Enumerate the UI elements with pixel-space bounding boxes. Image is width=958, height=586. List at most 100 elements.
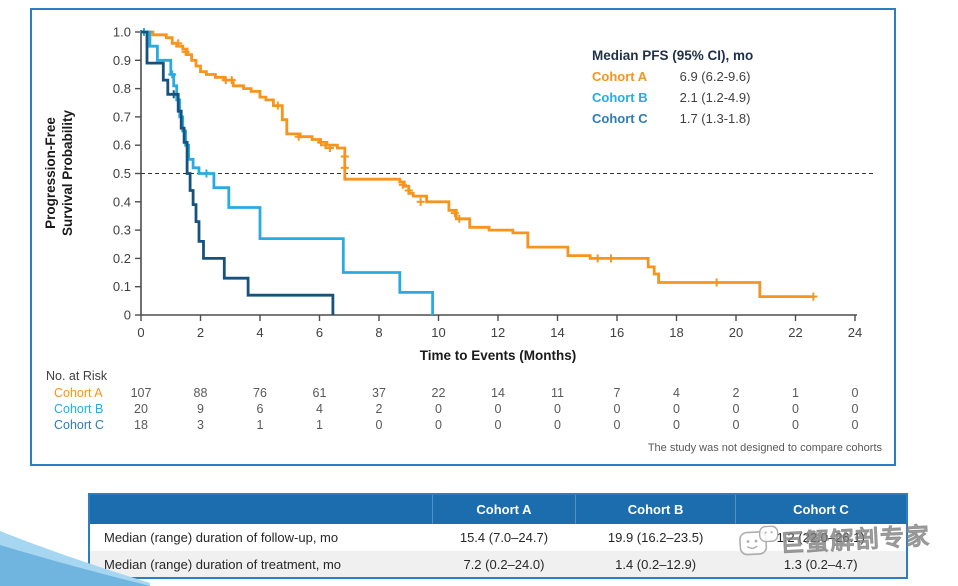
risk-value: 0 [792, 402, 799, 416]
summary-header-row: Cohort A Cohort B Cohort C [89, 494, 907, 524]
legend-row-cohort-b: Cohort B 2.1 (1.2-4.9) [592, 91, 832, 105]
x-tick-label: 2 [197, 325, 204, 340]
summary-row-followup: Median (range) duration of follow-up, mo… [89, 524, 907, 551]
risk-value: 0 [673, 402, 680, 416]
risk-value: 0 [673, 418, 680, 432]
y-tick-label: 0.8 [113, 81, 131, 96]
x-tick-label: 14 [550, 325, 564, 340]
risk-value: 0 [494, 402, 502, 416]
summary-row-treatment-label: Median (range) duration of treatment, mo [89, 550, 433, 578]
x-tick-label: 18 [669, 325, 683, 340]
risk-value: 0 [435, 418, 442, 432]
km-curve-cohort-a [141, 30, 814, 298]
summary-followup-cohort-b: 19.9 (16.2–23.5) [575, 524, 736, 551]
risk-value: 0 [613, 418, 621, 432]
risk-value: 0 [375, 418, 383, 432]
risk-value: 0 [851, 386, 859, 400]
risk-value: 2 [732, 386, 740, 400]
summary-treatment-cohort-a: 7.2 (0.2–24.0) [432, 550, 576, 578]
summary-row-followup-label: Median (range) duration of follow-up, mo [89, 524, 433, 551]
risk-value: 0 [851, 402, 859, 416]
km-figure-panel: 1.0 0.9 0.8 0.7 0.6 0.5 0.4 0.3 0.2 0.1 0 0 2 4 6 8 10 12… [30, 8, 896, 466]
risk-value: 4 [316, 402, 323, 416]
risk-value: 22 [431, 386, 446, 400]
risk-value: 0 [792, 418, 799, 432]
risk-value: 1 [316, 418, 323, 432]
summary-header-cohort-c: Cohort C [734, 494, 907, 524]
risk-value: 18 [134, 418, 148, 432]
legend-value-cohort-b: 2.1 (1.2-4.9) [679, 90, 751, 105]
risk-value: 107 [130, 386, 152, 400]
x-tick-label: 8 [375, 325, 382, 340]
summary-header-cohort-b: Cohort B [575, 494, 736, 524]
risk-value: 9 [197, 402, 204, 416]
y-tick-label: 0 [124, 308, 131, 323]
y-tick-label: 0.6 [113, 138, 131, 153]
risk-value: 2 [375, 402, 383, 416]
risk-row-label-cohort-b: Cohort B [54, 402, 104, 416]
x-tick-label: 16 [610, 325, 624, 340]
y-tick-label: 0.9 [113, 53, 131, 68]
risk-value: 4 [673, 386, 680, 400]
summary-treatment-cohort-c: 1.3 (0.2–4.7) [735, 550, 907, 578]
x-tick-label: 22 [788, 325, 802, 340]
legend: Median PFS (95% CI), mo Cohort A 6.9 (6.… [592, 48, 832, 126]
risk-value: 6 [256, 402, 264, 416]
risk-value: 20 [134, 402, 148, 416]
y-tick-label: 0.2 [113, 251, 131, 266]
risk-value: 76 [253, 386, 267, 400]
y-tick-label: 0.1 [113, 279, 131, 294]
x-tick-label: 4 [256, 325, 263, 340]
y-tick-label: 0.7 [113, 109, 131, 124]
risk-value: 0 [435, 402, 442, 416]
risk-value: 0 [732, 418, 740, 432]
km-curve-cohort-b [141, 30, 434, 315]
y-tick-label: 1.0 [113, 25, 131, 40]
x-tick-label: 10 [431, 325, 445, 340]
risk-value: 0 [732, 402, 740, 416]
risk-value: 61 [312, 386, 327, 400]
y-tick-label: 0.4 [113, 194, 131, 209]
risk-value: 0 [494, 418, 502, 432]
corner-decoration [0, 531, 150, 586]
risk-value: 37 [372, 386, 386, 400]
risk-value: 11 [551, 386, 564, 400]
summary-row-treatment: Median (range) duration of treatment, mo… [89, 550, 907, 578]
risk-value: 88 [193, 386, 208, 400]
km-plot: 1.00.90.80.70.60.50.40.30.20.100 2 4 6 8 10 12… [113, 25, 876, 340]
risk-value: 7 [613, 386, 621, 400]
summary-followup-cohort-a: 15.4 (7.0–24.7) [432, 524, 576, 551]
x-tick-label: 20 [729, 325, 743, 340]
risk-value: 3 [197, 418, 204, 432]
x-tick-label: 24 [848, 325, 862, 340]
chart-footnote: The study was not designed to compare co… [647, 442, 882, 454]
summary-table: Cohort A Cohort B Cohort C Median (range… [88, 493, 908, 579]
summary-header-empty [89, 494, 433, 524]
x-tick-label: 6 [316, 325, 323, 340]
risk-value: 0 [851, 418, 859, 432]
legend-row-cohort-a: Cohort A 6.9 (6.2-9.6) [592, 70, 832, 84]
risk-value: 14 [491, 386, 505, 400]
risk-value: 1 [792, 386, 799, 400]
legend-label-cohort-c: Cohort C [592, 111, 648, 126]
legend-value-cohort-a: 6.9 (6.2-9.6) [679, 69, 751, 84]
summary-followup-cohort-c: 1.2 (22.0–26.1) [735, 524, 907, 551]
summary-treatment-cohort-b: 1.4 (0.2–12.9) [575, 550, 736, 578]
legend-label-cohort-b: Cohort B [592, 90, 648, 105]
risk-value: 0 [554, 402, 561, 416]
x-tick-label: 12 [491, 325, 505, 340]
number-at-risk-table: No. at Risk Cohort A 107 88 76 61 37 22 14 11 7 4 2 1… [32, 10, 894, 464]
km-curve-cohort-c [141, 30, 335, 315]
legend-title: Median PFS (95% CI), mo [592, 48, 754, 63]
legend-label-cohort-a: Cohort A [592, 69, 648, 84]
risk-table-title: No. at Risk [46, 369, 108, 383]
risk-value: 0 [554, 418, 561, 432]
risk-value: 1 [256, 418, 264, 432]
y-tick-label: 0.3 [113, 223, 131, 238]
risk-row-label-cohort-c: Cohort C [54, 418, 105, 432]
legend-value-cohort-c: 1.7 (1.3-1.8) [679, 111, 751, 126]
x-axis-title: Time to Events (Months) [419, 348, 577, 363]
x-tick-label: 0 [137, 325, 144, 340]
summary-header-cohort-a: Cohort A [431, 494, 576, 524]
legend-row-cohort-c: Cohort C 1.7 (1.3-1.8) [592, 112, 832, 126]
